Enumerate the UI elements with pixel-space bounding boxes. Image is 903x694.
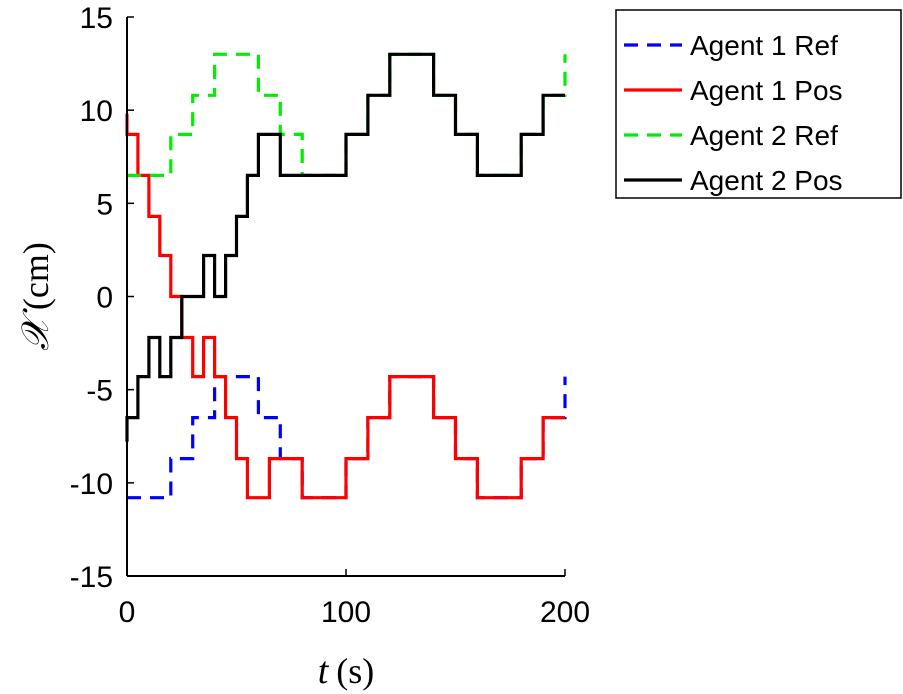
series-layer [125,52,567,500]
x-axis-unit: (s) [336,651,374,691]
legend-label: Agent 2 Ref [690,120,838,151]
legend-label: Agent 1 Pos [690,75,843,106]
x-tick-label: 100 [321,596,371,629]
x-axis-title: t (s) [318,650,375,692]
y-tick-label: 15 [80,2,113,35]
y-tick-label: 0 [96,282,113,315]
x-axis-symbol: t [318,650,330,692]
legend-box [615,9,902,199]
legend: Agent 1 Ref Agent 1 Pos Agent 2 Ref Agent 2… [615,9,902,199]
y-axis-unit: (cm) [16,242,56,310]
y-axis-symbol: 𝒳 [15,308,57,351]
legend-items: Agent 1 Ref Agent 1 Pos Agent 2 Ref Agent 2… [624,30,843,196]
y-axis-title: 𝒳(cm) [15,242,57,351]
ticks: -15 -10 -5 0 5 10 15 0 100 200 [70,2,590,629]
x-tick-label: 200 [540,596,590,629]
x-tick-label: 0 [119,596,136,629]
y-tick-label: -10 [70,468,113,501]
y-tick-label: -5 [86,375,113,408]
y-tick-label: 10 [80,95,113,128]
legend-label: Agent 2 Pos [690,165,843,196]
series-line-4 [125,52,565,442]
legend-label: Agent 1 Ref [690,30,838,61]
y-tick-label: 5 [96,188,113,221]
series-line-2 [125,113,565,500]
y-tick-label: -15 [70,561,113,594]
